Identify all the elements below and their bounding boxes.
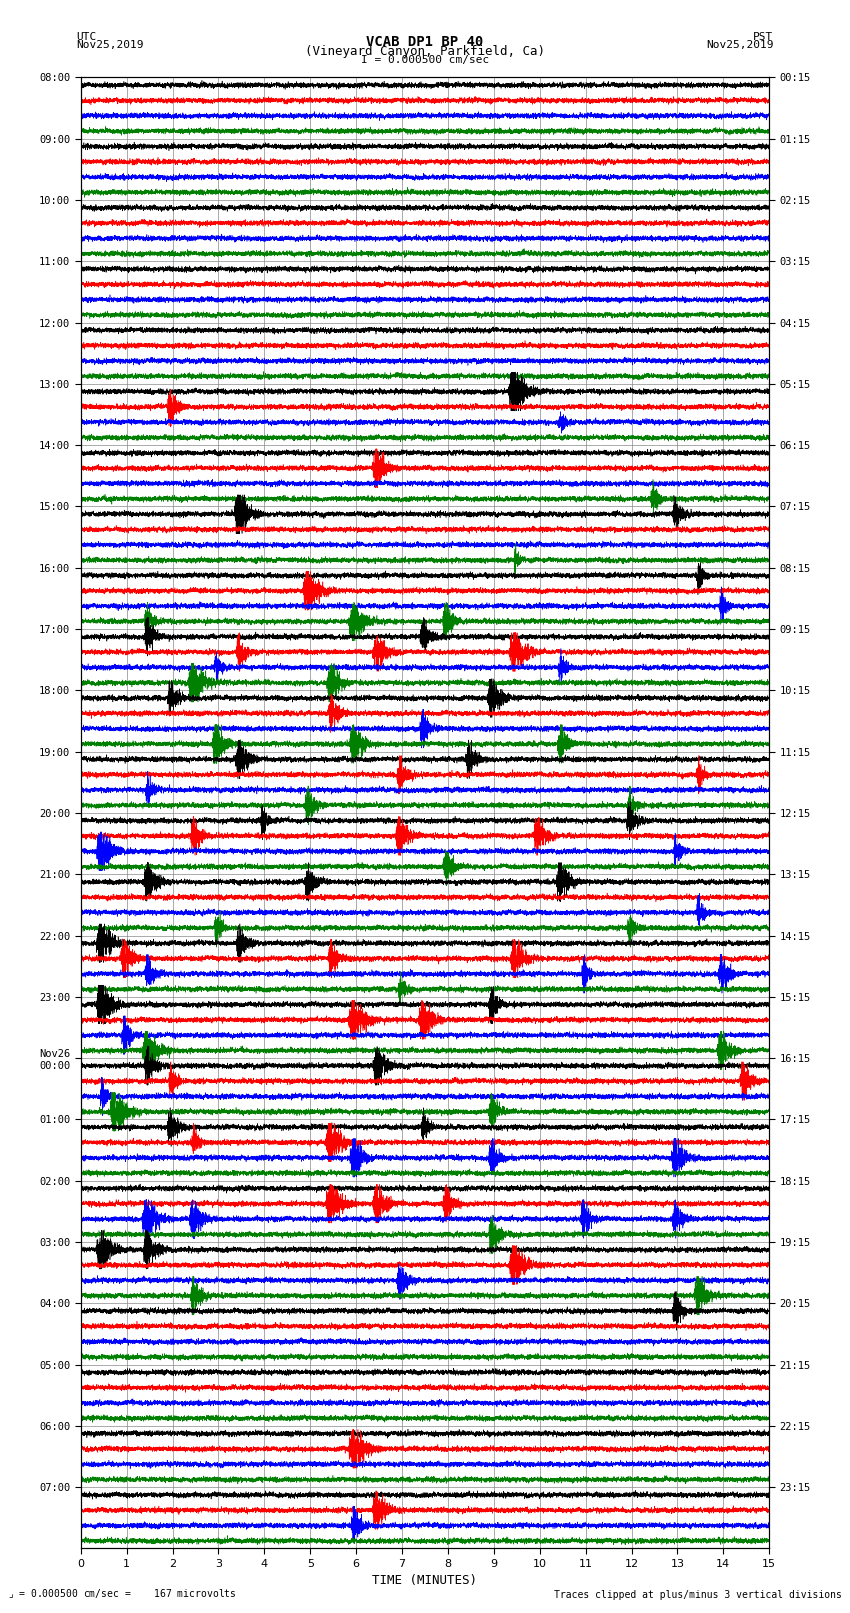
Text: VCAB DP1 BP 40: VCAB DP1 BP 40 (366, 35, 484, 50)
Text: UTC: UTC (76, 32, 97, 42)
X-axis label: TIME (MINUTES): TIME (MINUTES) (372, 1574, 478, 1587)
Text: (Vineyard Canyon, Parkfield, Ca): (Vineyard Canyon, Parkfield, Ca) (305, 45, 545, 58)
Text: $\lrcorner$ = 0.000500 cm/sec =    167 microvolts: $\lrcorner$ = 0.000500 cm/sec = 167 micr… (8, 1587, 237, 1600)
Text: PST: PST (753, 32, 774, 42)
Text: I = 0.000500 cm/sec: I = 0.000500 cm/sec (361, 55, 489, 65)
Text: Traces clipped at plus/minus 3 vertical divisions: Traces clipped at plus/minus 3 vertical … (553, 1590, 842, 1600)
Text: Nov25,2019: Nov25,2019 (76, 40, 144, 50)
Text: Nov25,2019: Nov25,2019 (706, 40, 774, 50)
